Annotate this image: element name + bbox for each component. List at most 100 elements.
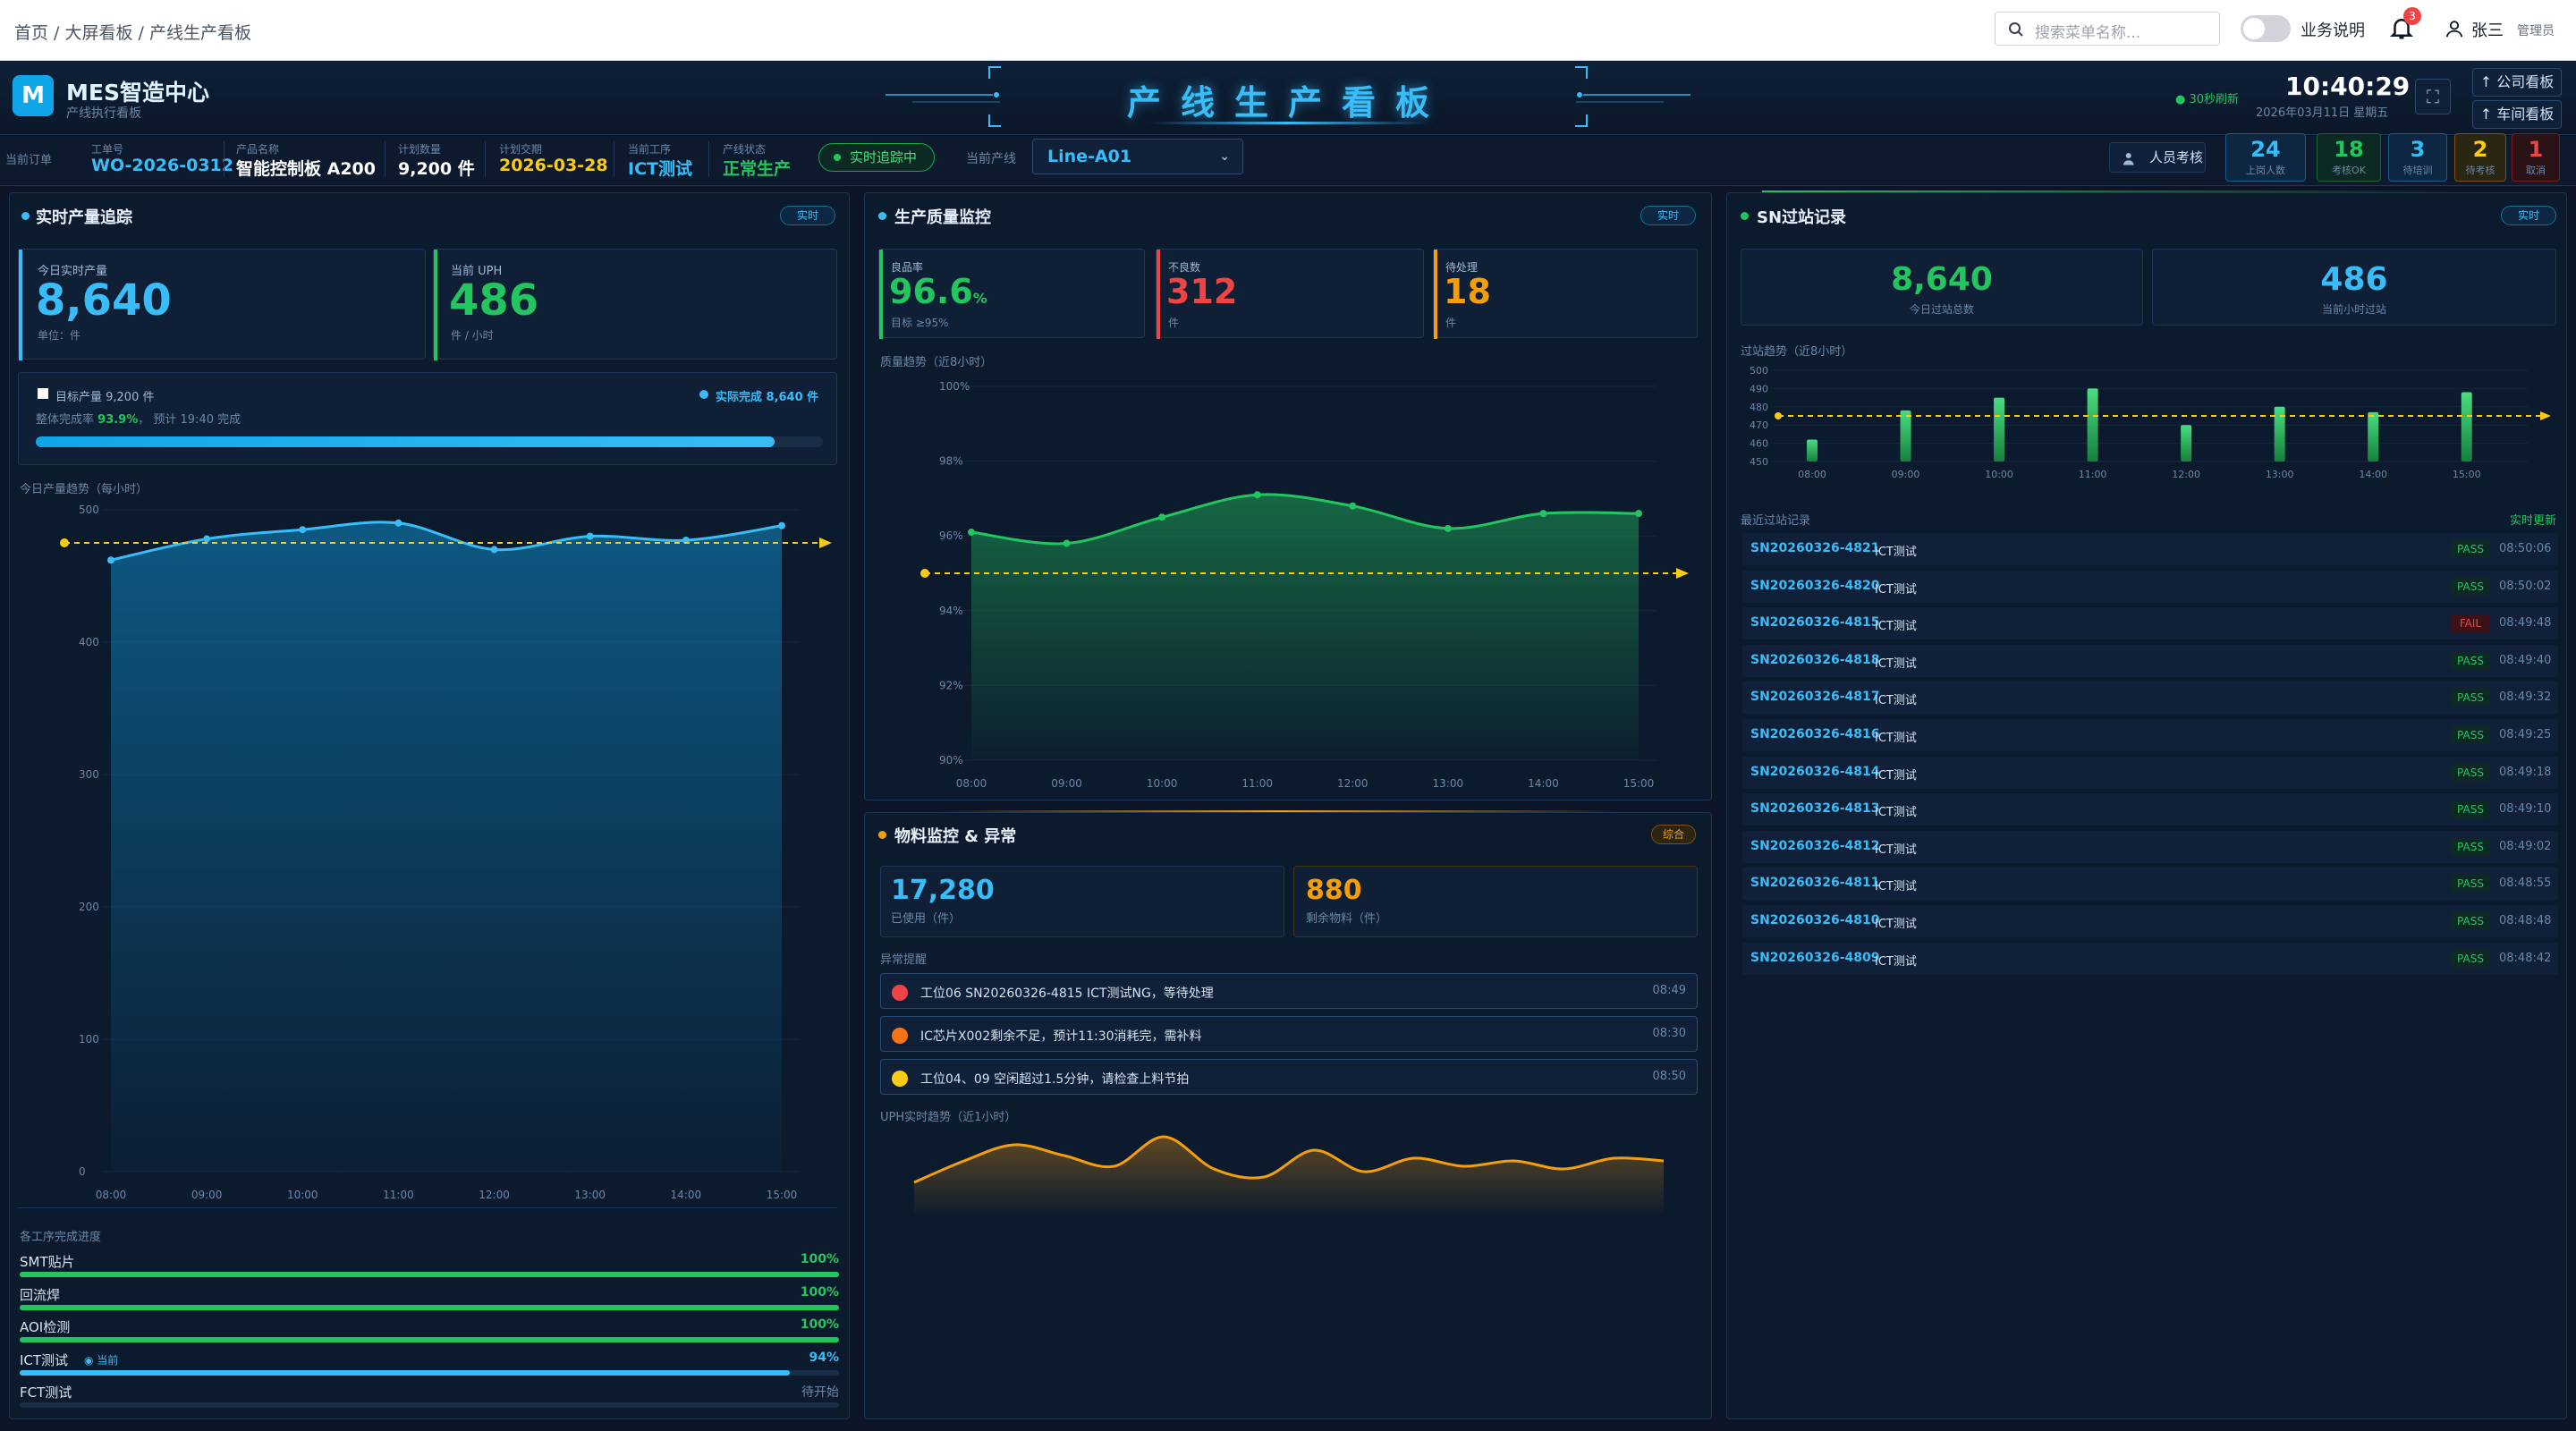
user-icon[interactable] xyxy=(2445,18,2464,39)
completion-card xyxy=(18,372,837,465)
output-trend-chart: 0 100 200 300 400 500 08:00 09:00 10:00 11:00 12:0… xyxy=(60,504,832,1201)
target-label: 目标产量 9,200 件 xyxy=(55,391,155,404)
process-name: AOI检测 xyxy=(20,1319,71,1336)
sn-record-row[interactable]: SN20260326-4812 ICT测试 PASS 08:49:02 xyxy=(1742,830,2558,863)
search-input[interactable]: 搜索菜单名称... xyxy=(1995,12,2220,46)
process-row: FCT测试 待开始 xyxy=(20,1383,839,1411)
sn-record-row[interactable]: SN20260326-4818 ICT测试 PASS 08:49:40 xyxy=(1742,644,2558,677)
sn-record-row[interactable]: SN20260326-4821 ICT测试 PASS 08:50:06 xyxy=(1742,533,2558,565)
product-label: 产品名称 xyxy=(236,143,280,156)
x-tick-label: 15:00 xyxy=(1623,777,1655,789)
alert-item[interactable]: IC芯片X002剩余不足，预计11:30消耗完，需补料 08:30 xyxy=(880,1016,1698,1052)
process-name: SMT贴片 xyxy=(20,1254,75,1270)
process-name: FCT测试 xyxy=(20,1384,72,1401)
sn-record-row[interactable]: SN20260326-4817 ICT测试 PASS 08:49:32 xyxy=(1742,682,2558,715)
y-tick-label: 480 xyxy=(1750,402,1768,413)
sn-station: ICT测试 xyxy=(1875,582,1917,597)
process-fill xyxy=(20,1369,791,1376)
sn-result-badge: PASS xyxy=(2451,651,2490,670)
due-date: 2026-03-28 xyxy=(499,156,608,175)
sn-station: ICT测试 xyxy=(1875,880,1917,894)
company-board-button[interactable]: ↑ 公司看板 xyxy=(2472,68,2562,97)
sn-time: 08:49:48 xyxy=(2499,616,2552,631)
material-used-value: 17,280 xyxy=(891,875,995,906)
completion-fill xyxy=(36,436,775,447)
sn-result-badge: PASS xyxy=(2451,949,2490,968)
x-tick-label: 11:00 xyxy=(383,1189,414,1201)
staff-kpi-value: 24 xyxy=(2250,137,2281,162)
material-remain-value: 880 xyxy=(1306,875,1362,906)
alert-item[interactable]: 工位04、09 空闲超过1.5分钟，请检查上料节拍 08:50 xyxy=(880,1059,1698,1095)
current-process-label: 当前工序 xyxy=(628,143,672,156)
staff-review-button[interactable]: 人员考核 xyxy=(2109,142,2206,173)
yield-label: 良品率 xyxy=(891,261,924,274)
staff-kpi-value: 18 xyxy=(2334,137,2364,162)
pending-label: 待处理 xyxy=(1445,261,1479,274)
sn-result-badge: PASS xyxy=(2451,912,2490,930)
sn-station: ICT测试 xyxy=(1875,806,1917,820)
target-start-dot xyxy=(60,538,69,547)
panel-dot xyxy=(878,831,886,839)
sn-station: ICT测试 xyxy=(1875,546,1917,559)
staff-kpi-0[interactable]: 24 上岗人数 xyxy=(2225,133,2306,182)
pending-value: 18 xyxy=(1444,272,1491,311)
y-tick-label: 470 xyxy=(1750,419,1768,431)
sn-number: SN20260326-4816 xyxy=(1750,727,1880,741)
realtime-tag: 实时 xyxy=(780,206,835,225)
sn-record-row[interactable]: SN20260326-4814 ICT测试 PASS 08:49:18 xyxy=(1742,756,2558,789)
material-used-label: 已使用（件） xyxy=(891,912,962,926)
sn-record-row[interactable]: SN20260326-4810 ICT测试 PASS 08:48:48 xyxy=(1742,905,2558,937)
x-tick-label: 08:00 xyxy=(96,1189,127,1201)
process-row: ICT测试 ◉ 当前 94% xyxy=(20,1351,839,1379)
sn-record-row[interactable]: SN20260326-4820 ICT测试 PASS 08:50:02 xyxy=(1742,570,2558,603)
fullscreen-icon[interactable]: ⛶ xyxy=(2415,79,2451,114)
alert-item[interactable]: 工位06 SN20260326-4815 ICT测试NG，等待处理 08:49 xyxy=(880,973,1698,1009)
staff-kpi-1[interactable]: 18 考核OK xyxy=(2317,133,2381,182)
staff-kpi-2[interactable]: 3 待培训 xyxy=(2388,133,2447,182)
workshop-board-button[interactable]: ↑ 车间看板 xyxy=(2472,100,2562,129)
sn-result-badge: PASS xyxy=(2451,800,2490,819)
pass-bar xyxy=(1807,439,1818,461)
sn-record-row[interactable]: SN20260326-4811 ICT测试 PASS 08:48:55 xyxy=(1742,868,2558,901)
board-title: 产线生产看板 xyxy=(1126,83,1449,123)
sn-panel-title: SN过站记录 xyxy=(1757,208,1847,227)
user-name[interactable]: 张三 xyxy=(2471,21,2504,40)
uph-area xyxy=(914,1136,1664,1213)
yield-target: 目标 ≥95% xyxy=(891,317,949,329)
process-percent: 待开始 xyxy=(801,1385,839,1401)
sn-record-row[interactable]: SN20260326-4816 ICT测试 PASS 08:49:25 xyxy=(1742,719,2558,751)
defect-label: 不良数 xyxy=(1168,261,1201,274)
material-remain-card xyxy=(1293,866,1698,937)
line-select[interactable]: Line-A01 ⌄ xyxy=(1032,139,1243,174)
due-date-label: 计划交期 xyxy=(499,143,543,156)
staff-review-label: 人员考核 xyxy=(2149,149,2204,165)
sn-record-row[interactable]: SN20260326-4815 ICT测试 FAIL 08:49:48 xyxy=(1742,607,2558,640)
process-track xyxy=(20,1337,839,1343)
people-icon xyxy=(2123,153,2134,165)
order-no-label: 工单号 xyxy=(91,143,124,156)
business-toggle[interactable] xyxy=(2241,15,2291,42)
process-percent: 94% xyxy=(809,1350,839,1365)
series-line xyxy=(110,521,783,562)
alert-time: 08:50 xyxy=(1652,1070,1686,1083)
target-legend-swatch xyxy=(38,388,48,399)
completion-rate: 93.9% xyxy=(97,413,139,427)
breadcrumb[interactable]: 首页 / 大屏看板 / 产线生产看板 xyxy=(14,23,251,43)
sn-result-badge: FAIL xyxy=(2451,614,2490,633)
today-pass-card xyxy=(1741,249,2143,326)
process-row: SMT贴片 100% xyxy=(20,1252,839,1281)
sn-record-row[interactable]: SN20260326-4809 ICT测试 PASS 08:48:42 xyxy=(1742,942,2558,975)
yield-card xyxy=(878,249,1145,339)
sn-time: 08:49:02 xyxy=(2499,839,2552,853)
hour-pass-card xyxy=(2152,249,2556,326)
x-tick-label: 08:00 xyxy=(956,777,987,789)
y-tick-label: 450 xyxy=(1750,456,1768,468)
staff-kpi-4[interactable]: 1 取消 xyxy=(2512,133,2560,182)
staff-kpi-3[interactable]: 2 待考核 xyxy=(2454,133,2506,182)
sn-record-row[interactable]: SN20260326-4813 ICT测试 PASS 08:49:10 xyxy=(1742,793,2558,826)
target-start-dot xyxy=(920,569,929,578)
target-arrow-icon xyxy=(1676,568,1689,579)
uph-line xyxy=(913,1135,1665,1184)
x-tick-label: 12:00 xyxy=(1337,777,1368,789)
data-point xyxy=(1349,502,1357,510)
